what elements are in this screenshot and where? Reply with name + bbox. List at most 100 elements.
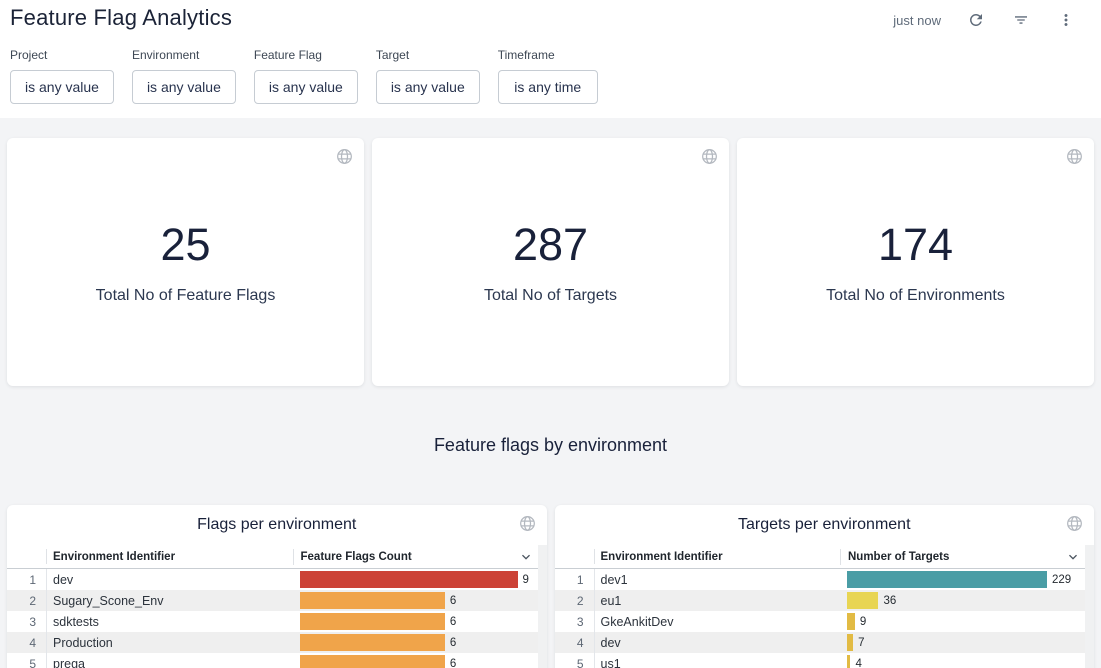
table-header-row: Environment Identifier Feature Flags Cou… [7,545,538,569]
bar-value-label: 6 [449,594,457,607]
environment-identifier-cell[interactable]: eu1 [600,593,622,608]
globe-icon[interactable] [700,147,719,166]
environment-identifier-cell[interactable]: dev1 [600,572,628,587]
table-row[interactable]: 5 prega 6 [7,653,538,668]
bar [299,655,445,668]
bar-value-label: 229 [1052,573,1072,586]
filter-target-value-button[interactable]: is any value [375,70,480,104]
table-row[interactable]: 5 us1 4 [555,653,1086,668]
filter-icon[interactable] [1011,10,1031,30]
value-cell[interactable]: 7 [840,634,1085,651]
bar [847,613,855,630]
globe-icon[interactable] [1065,147,1084,166]
tables-row: Flags per environment Environment Identi… [7,505,1094,668]
table-row[interactable]: 1 dev1 229 [555,569,1086,590]
value-cell[interactable]: 6 [293,655,538,668]
table-row[interactable]: 3 GkeAnkitDev 9 [555,611,1086,632]
table-row[interactable]: 3 sdktests 6 [7,611,538,632]
environment-identifier-cell[interactable]: dev [53,572,74,587]
table-header-row: Environment Identifier Number of Targets [554,545,1085,569]
row-number: 2 [555,590,595,611]
table-row[interactable]: 4 dev 7 [554,632,1085,653]
table-body: 1 dev 9 2 Sugary_Scone_Env 6 3 sdktests … [7,569,547,668]
table-title: Targets per environment [737,516,911,533]
environment-identifier-cell[interactable]: dev [600,635,621,650]
value-cell[interactable]: 6 [293,592,538,609]
page-title: Feature Flag Analytics [10,5,233,30]
filter-timeframe-value-button[interactable]: is any time [497,70,598,104]
filter-project-value-button[interactable]: is any value [10,70,114,104]
value-cell[interactable]: 6 [293,634,538,651]
kebab-menu-icon[interactable] [1056,10,1076,30]
filter-timeframe: Timeframe is any time [497,48,598,104]
kpi-value: 25 [160,219,211,270]
chevron-down-icon[interactable] [518,549,534,565]
kpi-label: Total No of Feature Flags [95,287,276,304]
table-card-targets-per-environment: Targets per environment Environment Iden… [554,505,1094,668]
last-refresh-text: just now [893,12,941,28]
filter-environment-label: Environment [131,48,200,62]
value-cell[interactable]: 36 [840,592,1085,609]
table-title: Flags per environment [197,516,357,533]
vertical-scrollbar[interactable] [537,545,547,668]
value-cell[interactable]: 229 [840,571,1085,588]
row-number: 1 [7,569,47,590]
value-cell[interactable]: 4 [840,655,1085,668]
environment-identifier-cell[interactable]: sdktests [53,614,99,629]
kpi-row: 25 Total No of Feature Flags 287 Total N… [7,138,1094,386]
section-title-row: Feature flags by environment [7,386,1094,505]
column-header-label: Number of Targets [848,550,950,563]
filter-project: Project is any value [10,48,114,104]
column-header-feature-flags-count: Feature Flags Count [292,548,538,565]
environment-identifier-cell[interactable]: prega [53,656,85,668]
environment-identifier-cell[interactable]: Production [53,635,113,650]
filter-feature-flag: Feature Flag is any value [253,48,358,104]
bar-value-label: 4 [855,657,862,668]
table-row[interactable]: 2 Sugary_Scone_Env 6 [7,590,538,611]
environment-identifier-cell[interactable]: Sugary_Scone_Env [53,593,164,608]
bar-value-label: 9 [522,573,529,586]
value-cell[interactable]: 9 [293,571,538,588]
section-title: Feature flags by environment [433,435,668,455]
row-number: 3 [7,611,47,632]
chevron-down-icon[interactable] [1065,549,1081,565]
row-number-column-header [555,549,595,564]
bar-value-label: 36 [883,594,897,607]
refresh-icon[interactable] [966,10,986,30]
bar-value-label: 6 [449,636,457,649]
top-bar: Feature Flag Analytics just now [0,0,1101,48]
filter-environment-value-button[interactable]: is any value [131,70,236,104]
table-row[interactable]: 2 eu1 36 [554,590,1085,611]
environment-identifier-cell[interactable]: GkeAnkitDev [600,614,674,629]
column-header-environment-identifier: Environment Identifier [53,550,176,563]
filter-target-label: Target [375,48,410,62]
bar-value-label: 6 [449,615,457,628]
table-row[interactable]: 4 Production 6 [7,632,538,653]
bar [299,613,445,630]
bar-value-label: 7 [858,636,865,649]
row-number: 5 [7,653,47,668]
kpi-label: Total No of Targets [483,287,618,304]
kpi-card-targets: 287 Total No of Targets [372,138,729,386]
filter-timeframe-label: Timeframe [497,48,555,62]
environment-identifier-cell[interactable]: us1 [600,656,621,668]
filter-feature-flag-label: Feature Flag [253,48,322,62]
table-row[interactable]: 1 dev 9 [7,569,538,590]
value-cell[interactable]: 9 [840,613,1085,630]
row-number-column-header [7,549,47,564]
vertical-scrollbar[interactable] [1085,545,1094,668]
bar [847,592,879,609]
bar [847,655,851,668]
topbar-actions: just now [893,10,1076,30]
value-cell[interactable]: 6 [293,613,538,630]
filter-feature-flag-value-button[interactable]: is any value [253,70,358,104]
column-header-environment-identifier: Environment Identifier [600,550,723,563]
kpi-label: Total No of Environments [826,287,1005,304]
kpi-value: 287 [512,219,589,270]
globe-icon[interactable] [518,514,537,533]
filter-project-label: Project [10,48,48,62]
globe-icon[interactable] [1065,514,1084,533]
bar [847,634,854,651]
globe-icon[interactable] [335,147,354,166]
column-header-label: Feature Flags Count [300,550,412,563]
